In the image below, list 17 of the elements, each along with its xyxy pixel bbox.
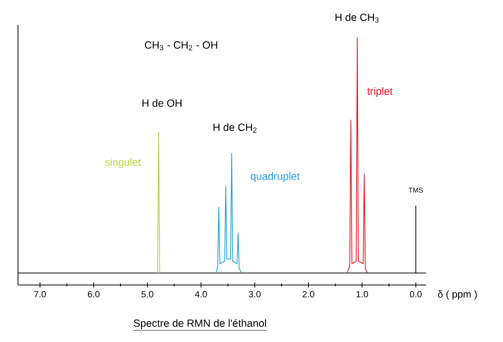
x-tick-label: 1.0 (356, 291, 368, 298)
x-tick-label: 2.0 (302, 291, 314, 298)
annotation: CH$_{3}$ - CH$_{2}$ - OH (144, 41, 218, 50)
text: Spectre de RMN de l'éthanol (134, 319, 266, 329)
annotation: singulet (105, 158, 141, 168)
annotation: H de CH$_{2}$ (214, 123, 257, 133)
x-tick-label: 7.0 (34, 291, 46, 298)
x-tick-label: 4.0 (195, 291, 207, 298)
text: H de CH$_{3}$ (336, 13, 379, 23)
x-tick-label: 0.0 (410, 291, 422, 298)
x-tick-label: 5.0 (142, 291, 154, 298)
x-tick-label: 3.0 (248, 291, 261, 298)
annotation: quadruplet (250, 172, 300, 182)
x-axis-title: δ ( ppm ) (438, 290, 477, 300)
annotation: H de OH (142, 99, 182, 107)
annotation: triplet (367, 87, 393, 97)
x-tick-label: 6.0 (88, 291, 100, 298)
